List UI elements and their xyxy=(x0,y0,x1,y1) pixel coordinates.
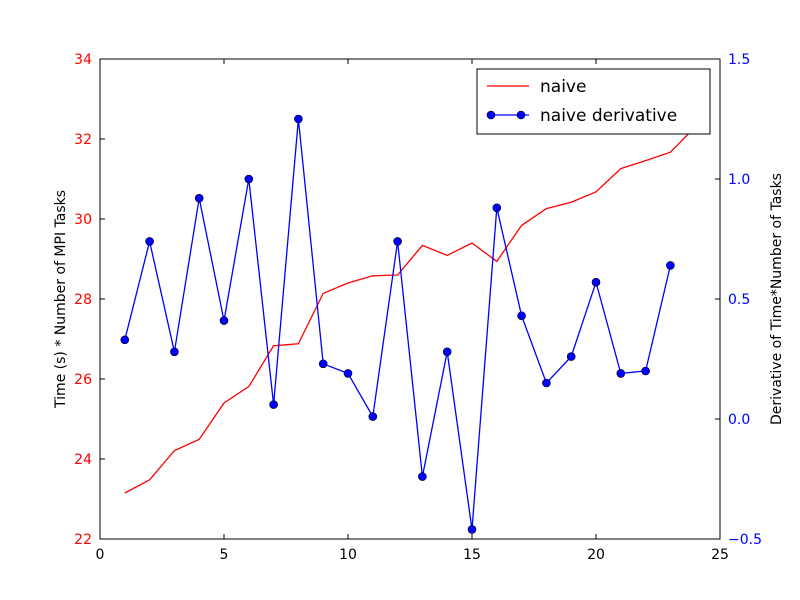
naive-derivative-point xyxy=(219,316,229,325)
left-tick-label: 32 xyxy=(74,132,92,148)
x-tick-label: 5 xyxy=(220,547,229,563)
right-tick-label: 0.0 xyxy=(728,412,750,428)
naive-derivative-point xyxy=(269,400,278,409)
x-tick-label: 25 xyxy=(711,547,729,563)
left-axis-label: Time (s) * Number of MPI Tasks xyxy=(53,190,69,409)
naive-derivative-point xyxy=(616,369,626,378)
plot-layer xyxy=(120,114,696,534)
naive-derivative-point xyxy=(591,277,601,287)
naive-derivative-point xyxy=(120,335,130,345)
naive-derivative-point xyxy=(566,352,576,361)
naive-derivative-point xyxy=(393,237,402,246)
legend-label-naive: naive xyxy=(540,77,586,97)
naive-derivative-point xyxy=(145,237,154,246)
left-tick-label: 26 xyxy=(74,372,92,388)
naive-derivative-point xyxy=(343,369,353,378)
naive-derivative-point xyxy=(641,366,650,376)
naive-derivative-point xyxy=(517,311,526,321)
naive-derivative-point xyxy=(294,114,303,124)
legend: naive naive derivative xyxy=(476,68,711,135)
right-tick-label: 1.0 xyxy=(728,172,750,188)
legend-label-naive-derivative: naive derivative xyxy=(540,106,677,126)
x-tick-label: 10 xyxy=(339,547,357,563)
naive-derivative-point xyxy=(542,378,551,388)
legend-marker-naive-derivative xyxy=(486,110,496,120)
naive-derivative-point xyxy=(442,347,452,357)
left-tick-label: 22 xyxy=(74,532,92,548)
right-tick-label: 1.5 xyxy=(728,52,750,68)
left-tick-label: 28 xyxy=(74,292,92,308)
naive-derivative-point xyxy=(170,347,179,357)
naive-series-line xyxy=(124,126,696,494)
axes-layer: 0 5 10 15 20 25 22 24 26 28 30 32 34 −0.5 0.0 0.5 1.0 1.5… xyxy=(53,52,785,563)
x-tick-label: 20 xyxy=(587,547,605,563)
naive-derivative-point xyxy=(418,472,427,481)
legend-box xyxy=(476,68,711,135)
x-tick-label: 15 xyxy=(463,547,481,563)
left-tick-label: 34 xyxy=(74,52,92,68)
naive-derivative-point xyxy=(318,359,328,369)
left-tick-label: 24 xyxy=(74,452,92,468)
naive-derivative-point xyxy=(194,193,204,203)
naive-derivative-point xyxy=(244,174,254,184)
naive-derivative-point xyxy=(467,525,477,534)
naive-derivative-point xyxy=(666,261,675,270)
naive-derivative-point xyxy=(368,412,378,421)
legend-marker-naive-derivative xyxy=(516,110,526,120)
right-tick-label: −0.5 xyxy=(728,532,762,548)
right-tick-label: 0.5 xyxy=(728,292,750,308)
naive-derivative-point xyxy=(492,203,502,213)
x-tick-label: 0 xyxy=(96,547,105,563)
right-axis-label: Derivative of Time*Number of Tasks xyxy=(769,173,785,425)
left-tick-label: 30 xyxy=(74,212,92,228)
